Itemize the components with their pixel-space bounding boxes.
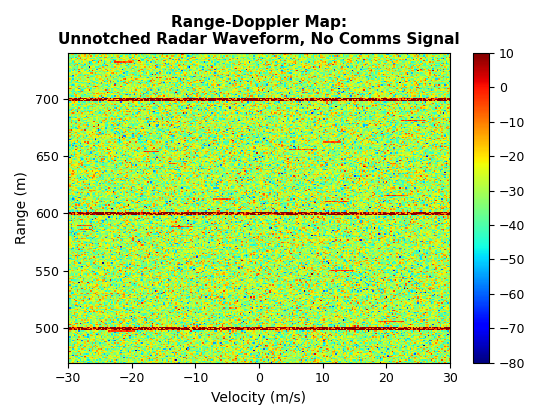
X-axis label: Velocity (m/s): Velocity (m/s) bbox=[212, 391, 306, 405]
Y-axis label: Range (m): Range (m) bbox=[15, 171, 29, 244]
Title: Range-Doppler Map:
Unnotched Radar Waveform, No Comms Signal: Range-Doppler Map: Unnotched Radar Wavef… bbox=[58, 15, 460, 47]
